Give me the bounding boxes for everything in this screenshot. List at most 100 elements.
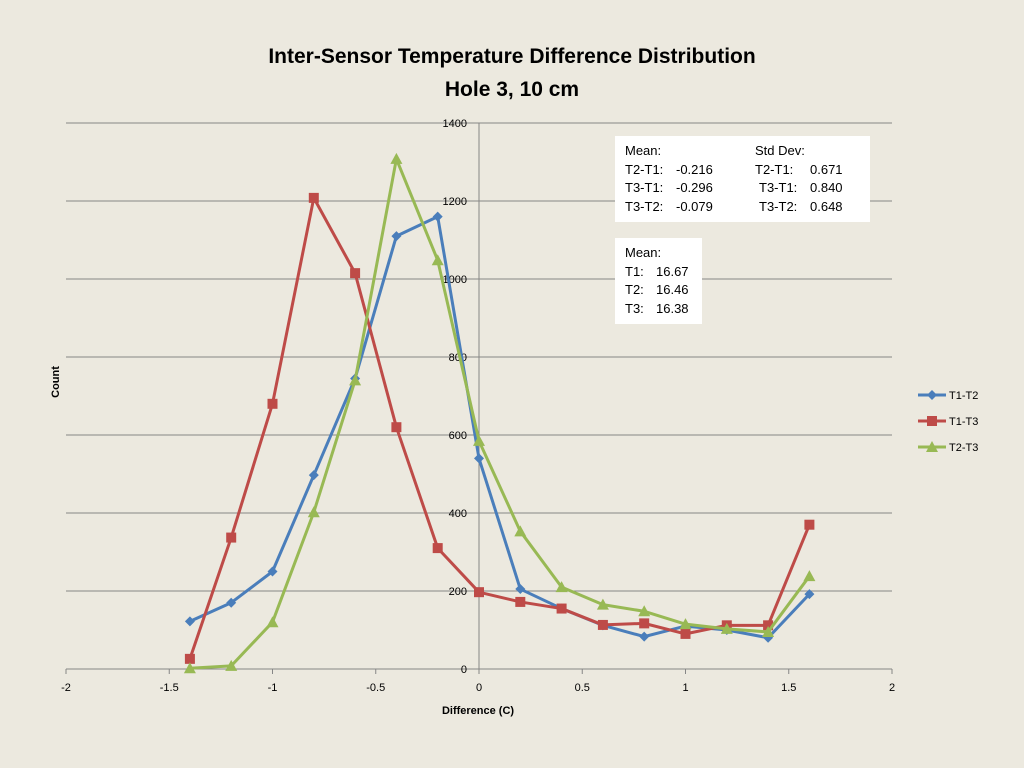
stats-row: T3-T2: -0.079 T3-T2: 0.648 bbox=[625, 198, 865, 217]
data-point-t2-t3 bbox=[555, 581, 568, 593]
data-point-t1-t3 bbox=[308, 192, 319, 203]
data-point-t1-t3 bbox=[639, 618, 650, 629]
sensor-mean-row: T3: 16.38 bbox=[625, 300, 700, 319]
legend-item-t1-t2: T1-T2 bbox=[918, 390, 978, 402]
sensor-label: T3: bbox=[625, 300, 644, 316]
chart-subtitle: Hole 3, 10 cm bbox=[444, 78, 580, 101]
stats-row: T2-T1: -0.216 T2-T1: 0.671 bbox=[625, 161, 865, 180]
sensor-mean-value: 16.38 bbox=[656, 300, 689, 316]
y-tick-label: 200 bbox=[449, 586, 467, 598]
std-label: T3-T1: bbox=[759, 180, 798, 195]
series-line-t1-t2 bbox=[189, 215, 811, 640]
series-t1-t3 bbox=[184, 192, 815, 664]
data-point-t2-t3 bbox=[225, 659, 238, 671]
x-tick-label: 1.5 bbox=[781, 682, 796, 694]
x-tick-label: -1 bbox=[268, 682, 278, 694]
data-point-t1-t2 bbox=[391, 231, 402, 242]
data-point-t2-t3 bbox=[762, 625, 775, 637]
legend-item-t1-t3: T1-T3 bbox=[918, 416, 978, 428]
y-tick-label: 1000 bbox=[443, 274, 467, 286]
data-point-t2-t3 bbox=[183, 662, 196, 674]
data-point-t1-t3 bbox=[556, 603, 567, 614]
data-point-t1-t3 bbox=[474, 587, 484, 598]
data-point-t1-t2 bbox=[184, 616, 195, 627]
data-point-t1-t2 bbox=[639, 631, 650, 642]
difference-stats-box: Mean: Std Dev: T2-T1: -0.216 T2-T1: 0.67… bbox=[615, 136, 870, 222]
x-tick-label: -2 bbox=[61, 682, 71, 694]
data-point-t2-t3 bbox=[638, 605, 651, 617]
data-point-t1-t2 bbox=[804, 589, 815, 600]
sensor-mean-row: T2: 16.46 bbox=[625, 281, 700, 300]
x-tick-label: 0 bbox=[476, 682, 482, 694]
data-point-t1-t3 bbox=[763, 620, 774, 631]
x-tick-label: -1.5 bbox=[160, 682, 179, 694]
sensor-label: T2: bbox=[625, 282, 644, 297]
y-tick-label: 400 bbox=[449, 508, 467, 520]
mean-label: T3-T1: bbox=[625, 180, 664, 195]
y-tick-label: 0 bbox=[461, 664, 467, 676]
data-point-t2-t3 bbox=[720, 622, 733, 634]
series-line-t1-t3 bbox=[188, 196, 811, 660]
legend-label: T1-T2 bbox=[949, 390, 978, 402]
data-point-t1-t3 bbox=[804, 519, 815, 530]
data-point-t1-t3 bbox=[597, 619, 608, 630]
stats-row: T3-T1: -0.296 T3-T1: 0.840 bbox=[625, 179, 865, 198]
data-point-t1-t2 bbox=[267, 566, 278, 577]
legend-label: T1-T3 bbox=[949, 416, 978, 428]
mean-header: Mean: bbox=[625, 143, 662, 158]
mean-label: T3-T2: bbox=[625, 198, 664, 214]
x-tick-labels: -2 -1.5 -1 -0.5 0 0.5 1 1.5 2 bbox=[61, 682, 895, 694]
data-point-t1-t2 bbox=[226, 597, 237, 608]
x-axis-title: Difference (C) bbox=[442, 705, 514, 717]
mean-label: T2-T1: bbox=[625, 161, 664, 177]
mean-value: -0.296 bbox=[676, 180, 713, 195]
y-tick-label: 1200 bbox=[443, 196, 467, 208]
data-point-t1-t3 bbox=[680, 628, 691, 639]
data-point-t2-t3 bbox=[679, 618, 692, 630]
mean-value: -0.216 bbox=[676, 161, 713, 177]
data-point-t1-t3 bbox=[432, 543, 443, 554]
legend-marker bbox=[927, 416, 937, 426]
sensor-mean-box: Mean: T1: 16.67 T2: 16.46 T3: 16.38 bbox=[615, 238, 702, 324]
std-value: 0.671 bbox=[810, 161, 843, 177]
data-point-t2-t3 bbox=[390, 152, 403, 164]
y-axis-title: Count bbox=[50, 366, 62, 398]
x-tick-label: 1 bbox=[682, 682, 688, 694]
legend: T1-T2 T1-T3 T2-T3 bbox=[918, 390, 978, 454]
data-point-t1-t2 bbox=[308, 470, 319, 481]
series-t2-t3 bbox=[183, 152, 816, 674]
chart-title: Inter-Sensor Temperature Difference Dist… bbox=[268, 45, 756, 68]
data-point-t2-t3 bbox=[514, 525, 527, 537]
std-label: T3-T2: bbox=[759, 198, 798, 214]
data-point-t2-t3 bbox=[473, 434, 485, 446]
data-point-t1-t3 bbox=[350, 268, 361, 279]
std-dev-header: Std Dev: bbox=[755, 143, 805, 158]
legend-marker bbox=[927, 390, 937, 400]
sensor-mean-row: T1: 16.67 bbox=[625, 263, 700, 282]
mean-header: Mean: bbox=[625, 245, 662, 260]
y-tick-label: 1400 bbox=[443, 118, 467, 130]
sensor-label: T1: bbox=[625, 263, 644, 279]
std-value: 0.648 bbox=[810, 198, 843, 214]
data-point-t2-t3 bbox=[431, 254, 444, 266]
std-label: T2-T1: bbox=[755, 161, 794, 177]
data-point-t1-t2 bbox=[432, 211, 443, 222]
series-t1-t2 bbox=[184, 211, 815, 643]
sensor-mean-value: 16.67 bbox=[656, 263, 689, 279]
data-point-t2-t3 bbox=[266, 616, 279, 628]
data-point-t2-t3 bbox=[307, 506, 320, 518]
data-point-t2-t3 bbox=[349, 374, 362, 386]
data-point-t1-t3 bbox=[391, 422, 402, 433]
data-point-t1-t2 bbox=[515, 584, 526, 595]
mean-value: -0.079 bbox=[676, 198, 713, 214]
data-point-t1-t2 bbox=[474, 453, 484, 464]
legend-label: T2-T3 bbox=[949, 442, 978, 454]
x-tick-label: 2 bbox=[889, 682, 895, 694]
legend-marker bbox=[926, 441, 938, 452]
x-tick-label: 0.5 bbox=[575, 682, 590, 694]
data-point-t1-t3 bbox=[226, 532, 237, 543]
x-tick-label: -0.5 bbox=[366, 682, 385, 694]
data-point-t1-t3 bbox=[267, 398, 278, 409]
